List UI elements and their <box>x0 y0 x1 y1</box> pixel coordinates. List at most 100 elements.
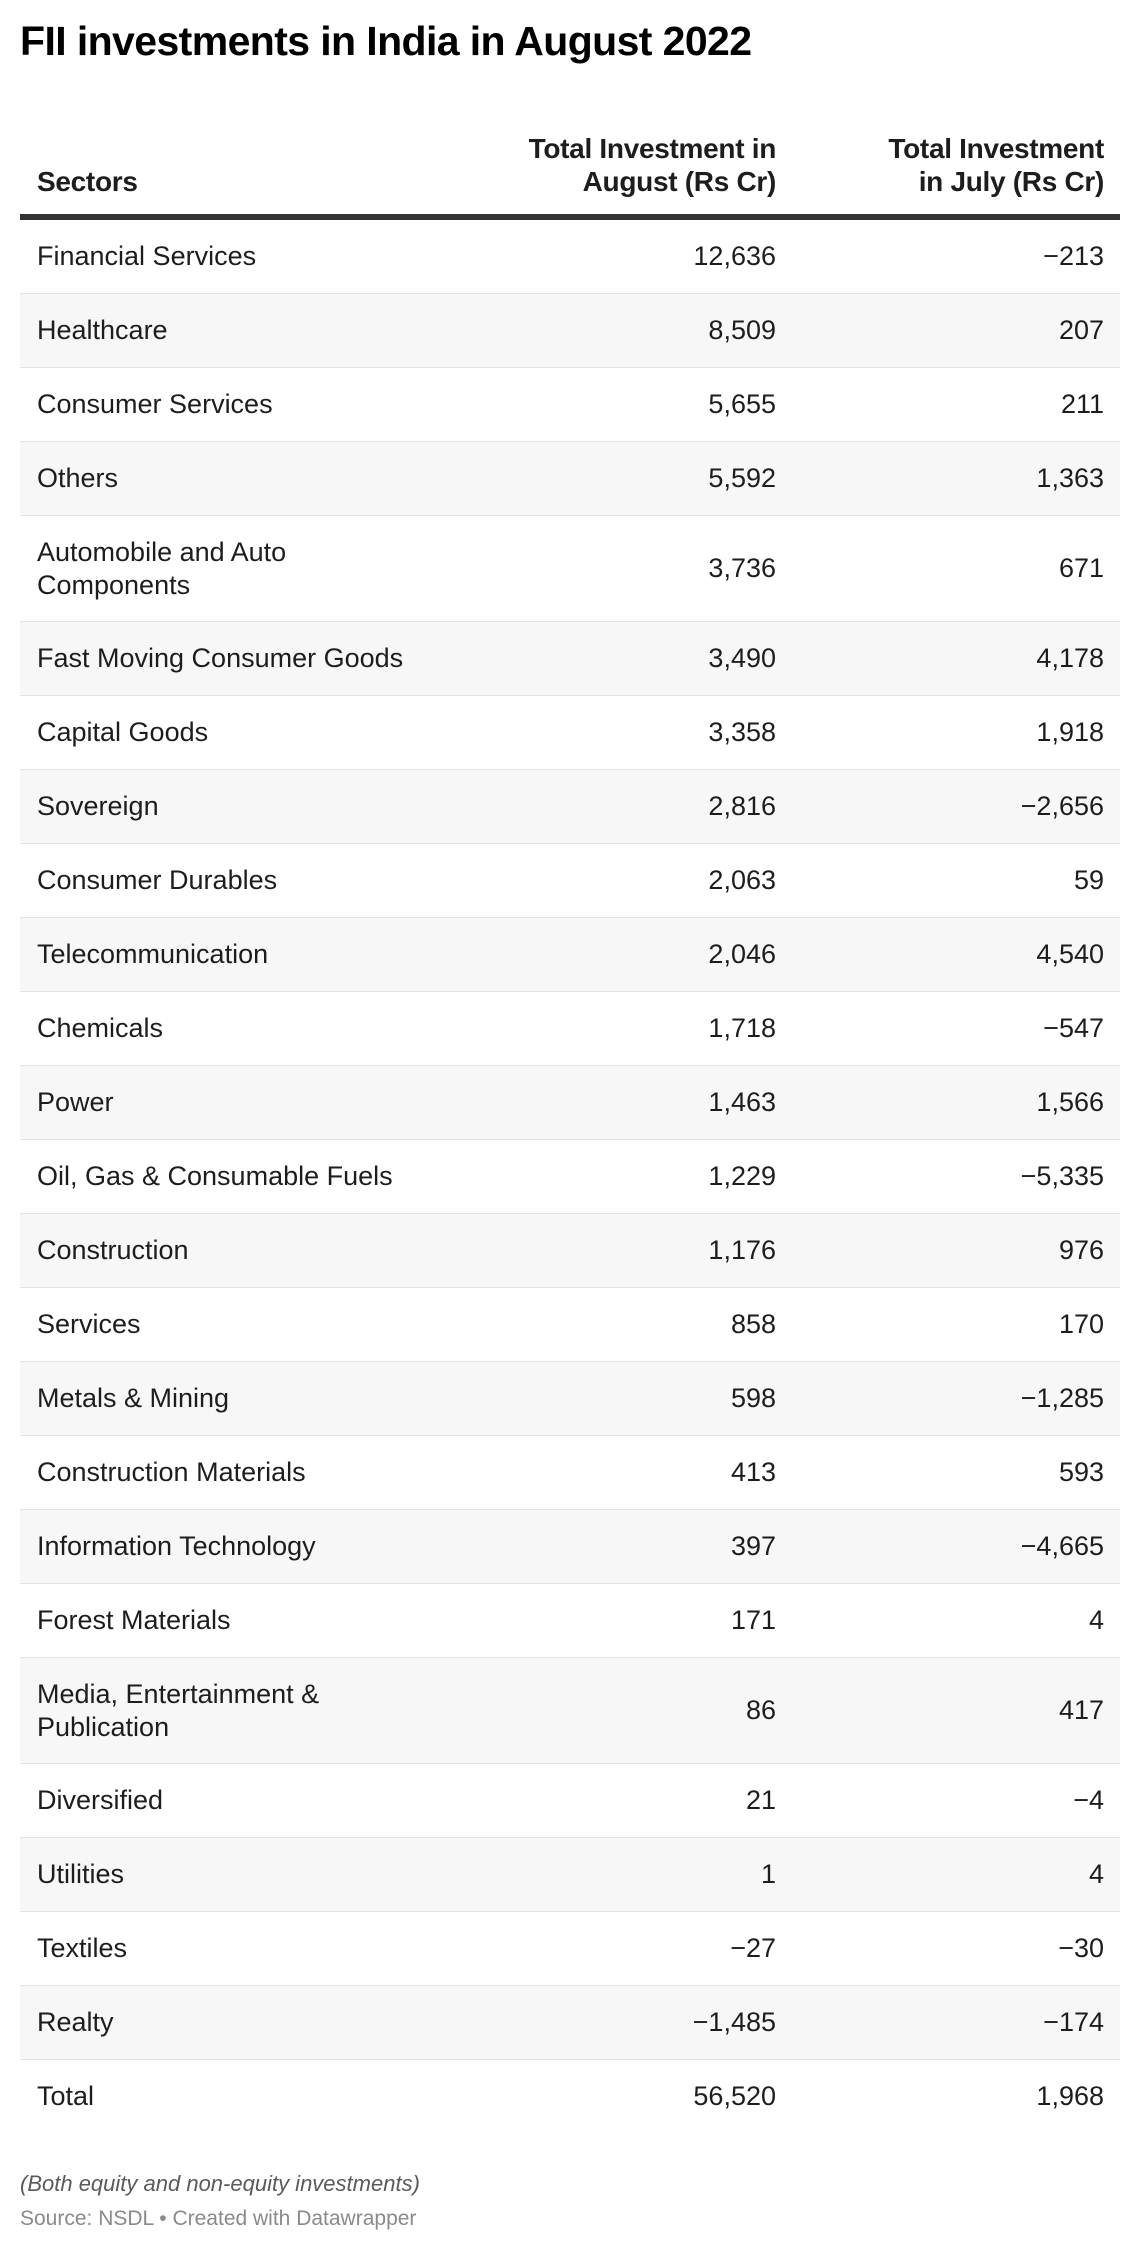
july-cell: 1,363 <box>1036 463 1104 493</box>
sector-cell: Total <box>37 2081 95 2111</box>
august-cell: 2,816 <box>708 791 776 821</box>
july-cell: −2,656 <box>1020 791 1104 821</box>
source-line: Source: NSDL • Created with Datawrapper <box>20 2207 417 2230</box>
table-row: Capital Goods 3,358 1,918 <box>20 696 1120 770</box>
table-row: Forest Materials 171 4 <box>20 1584 1120 1658</box>
sector-cell: Utilities <box>37 1859 125 1889</box>
august-cell: 2,063 <box>708 865 776 895</box>
july-cell: 4 <box>1088 1859 1104 1889</box>
sector-cell: Oil, Gas & Consumable Fuels <box>37 1161 393 1191</box>
sector-cell: Forest Materials <box>37 1605 231 1635</box>
sector-cell: Textiles <box>37 1933 128 1963</box>
column-header-august-label: Total Investment in August (Rs Cr) <box>528 133 777 197</box>
july-cell: −5,335 <box>1020 1161 1104 1191</box>
table-row: Utilities 1 4 <box>20 1838 1120 1912</box>
august-cell: 56,520 <box>693 2081 776 2111</box>
table-row: Sovereign 2,816 −2,656 <box>20 770 1120 844</box>
table-row-total: Total 56,520 1,968 <box>20 2060 1120 2133</box>
july-cell: −547 <box>1043 1013 1104 1043</box>
august-cell: 8,509 <box>708 315 776 345</box>
august-cell: 2,046 <box>708 939 776 969</box>
column-header-august[interactable]: Total Investment in August (Rs Cr) <box>430 120 792 214</box>
august-cell: 86 <box>745 1695 776 1725</box>
july-cell: 976 <box>1058 1235 1104 1265</box>
august-cell: 12,636 <box>693 241 776 271</box>
table-row: Others 5,592 1,363 <box>20 442 1120 516</box>
table-row: Consumer Durables 2,063 59 <box>20 844 1120 918</box>
table-row: Media, Entertainment & Publication 86 41… <box>20 1658 1120 1764</box>
sector-cell: Services <box>37 1309 141 1339</box>
sector-cell: Construction Materials <box>37 1457 306 1487</box>
sector-cell: Realty <box>37 2007 114 2037</box>
august-cell: −1,485 <box>692 2007 776 2037</box>
footnote: (Both equity and non-equity investments) <box>20 2171 420 2196</box>
july-cell: 417 <box>1058 1695 1104 1725</box>
column-header-july[interactable]: Total Investment in July (Rs Cr) <box>792 120 1120 214</box>
sector-cell: Others <box>37 463 119 493</box>
july-cell: 59 <box>1073 865 1104 895</box>
august-cell: 1,229 <box>708 1161 776 1191</box>
july-cell: 4 <box>1088 1605 1104 1635</box>
sector-cell: Financial Services <box>37 241 257 271</box>
july-cell: 1,566 <box>1036 1087 1104 1117</box>
august-cell: 1,176 <box>708 1235 776 1265</box>
table-row: Consumer Services 5,655 211 <box>20 368 1120 442</box>
table-row: Textiles −27 −30 <box>20 1912 1120 1986</box>
august-cell: 1,463 <box>708 1087 776 1117</box>
august-cell: −27 <box>730 1933 776 1963</box>
july-cell: −4 <box>1073 1785 1104 1815</box>
table-row: Construction 1,176 976 <box>20 1214 1120 1288</box>
august-cell: 413 <box>730 1457 776 1487</box>
table-row: Diversified 21 −4 <box>20 1764 1120 1838</box>
table-row: Construction Materials 413 593 <box>20 1436 1120 1510</box>
july-cell: 593 <box>1058 1457 1104 1487</box>
july-cell: 211 <box>1060 389 1104 419</box>
column-header-sectors[interactable]: Sectors <box>37 166 138 197</box>
august-cell: 1 <box>760 1859 776 1889</box>
august-cell: 397 <box>730 1531 776 1561</box>
august-cell: 598 <box>730 1383 776 1413</box>
july-cell: 1,968 <box>1036 2081 1104 2111</box>
sector-cell: Fast Moving Consumer Goods <box>37 643 404 673</box>
sector-cell: Healthcare <box>37 315 168 345</box>
table-row: Chemicals 1,718 −547 <box>20 992 1120 1066</box>
july-cell: 671 <box>1058 553 1104 583</box>
july-cell: −1,285 <box>1020 1383 1104 1413</box>
august-cell: 171 <box>730 1605 776 1635</box>
table-row: Power 1,463 1,566 <box>20 1066 1120 1140</box>
august-cell: 5,592 <box>708 463 776 493</box>
table-row: Automobile and Auto Components 3,736 671 <box>20 516 1120 622</box>
august-cell: 21 <box>745 1785 776 1815</box>
august-cell: 3,358 <box>708 717 776 747</box>
july-cell: −30 <box>1058 1933 1104 1963</box>
table-row: Information Technology 397 −4,665 <box>20 1510 1120 1584</box>
column-header-july-label: Total Investment in July (Rs Cr) <box>888 133 1104 197</box>
july-cell: 4,178 <box>1036 643 1104 673</box>
july-cell: 4,540 <box>1036 939 1104 969</box>
table-row: Services 858 170 <box>20 1288 1120 1362</box>
table-row: Realty −1,485 −174 <box>20 1986 1120 2060</box>
sector-cell: Information Technology <box>37 1531 316 1561</box>
sector-cell: Metals & Mining <box>37 1383 230 1413</box>
august-cell: 3,490 <box>708 643 776 673</box>
sector-cell: Sovereign <box>37 791 159 821</box>
sector-cell: Capital Goods <box>37 717 209 747</box>
investment-table: Sectors Total Investment in August (Rs C… <box>20 120 1120 2133</box>
table-row: Financial Services 12,636 −213 <box>20 220 1120 294</box>
table-row: Metals & Mining 598 −1,285 <box>20 1362 1120 1436</box>
august-cell: 1,718 <box>708 1013 776 1043</box>
table-row: Fast Moving Consumer Goods 3,490 4,178 <box>20 622 1120 696</box>
table-row: Healthcare 8,509 207 <box>20 294 1120 368</box>
sector-cell: Automobile and Auto Components <box>37 536 287 600</box>
table-row: Oil, Gas & Consumable Fuels 1,229 −5,335 <box>20 1140 1120 1214</box>
august-cell: 3,736 <box>708 553 776 583</box>
sector-cell: Power <box>37 1087 114 1117</box>
sector-cell: Construction <box>37 1235 189 1265</box>
july-cell: 207 <box>1058 315 1104 345</box>
sector-cell: Telecommunication <box>37 939 269 969</box>
sector-cell: Diversified <box>37 1785 164 1815</box>
table-row: Telecommunication 2,046 4,540 <box>20 918 1120 992</box>
sector-cell: Consumer Durables <box>37 865 278 895</box>
august-cell: 5,655 <box>708 389 776 419</box>
page-title: FII investments in India in August 2022 <box>20 18 752 64</box>
